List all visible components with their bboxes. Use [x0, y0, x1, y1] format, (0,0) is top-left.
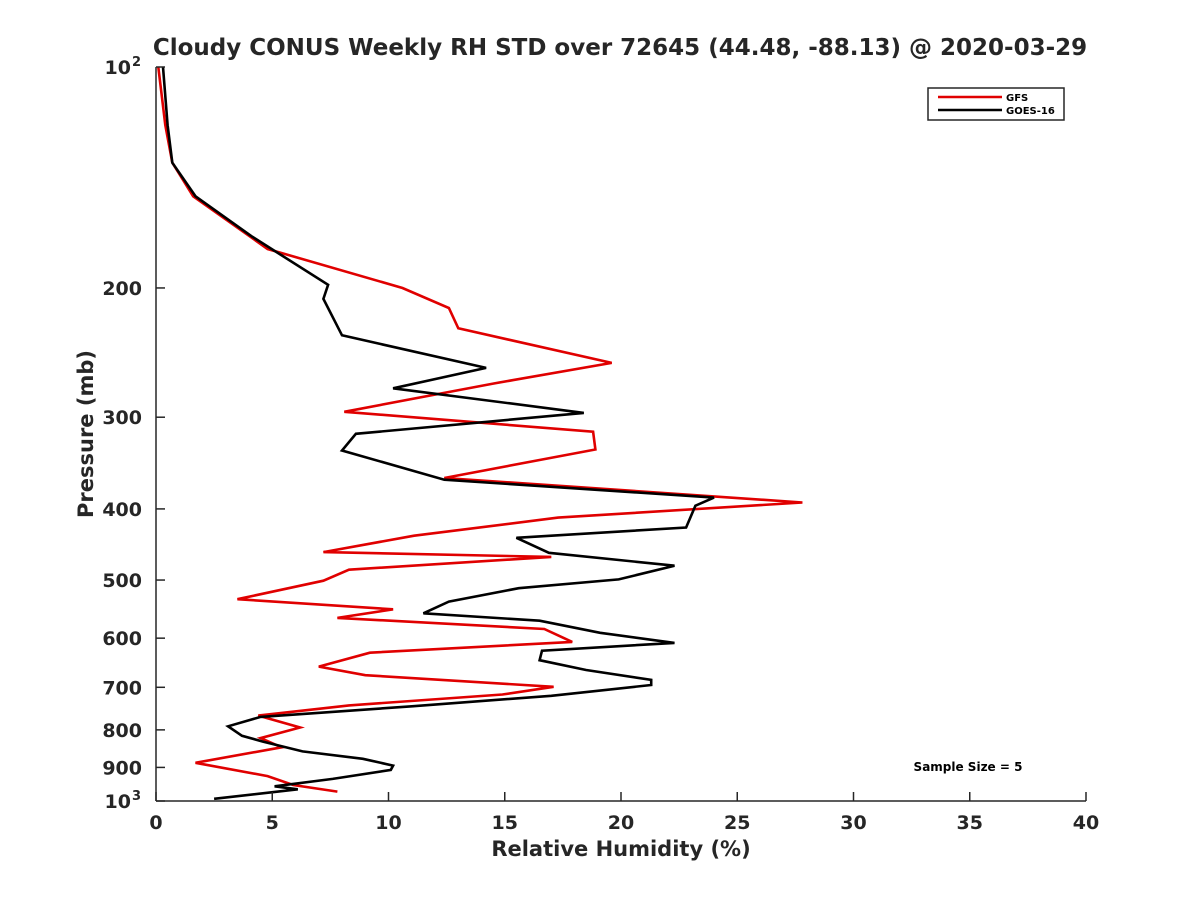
- y-tick-label: 700: [102, 677, 142, 699]
- y-tick-label: 300: [102, 407, 142, 429]
- y-axis-label: Pressure (mb): [74, 350, 98, 518]
- x-tick-label: 15: [492, 812, 518, 834]
- y-tick-label: 400: [102, 499, 142, 521]
- y-tick-label: 10: [105, 791, 131, 813]
- axes-background: [156, 67, 1086, 801]
- x-tick-label: 40: [1073, 812, 1099, 834]
- series-line-gfs: [157, 66, 803, 793]
- x-tick-label: 10: [375, 812, 401, 834]
- x-ticks: 0 5 10 15 20 25 30 35 40: [149, 792, 1099, 834]
- x-tick-label: 0: [149, 812, 162, 834]
- x-tick-label: 30: [840, 812, 866, 834]
- y-tick-label: 10: [105, 57, 131, 79]
- y-tick-label: 800: [102, 720, 142, 742]
- sample-size-annotation: Sample Size = 5: [914, 760, 1023, 774]
- y-tick-label: 900: [102, 757, 142, 779]
- plot-area: 0 5 10 15 20 25 30 35 40 10 220030040050060070080…: [102, 55, 1099, 834]
- y-tick-label-exponent: 3: [132, 789, 141, 804]
- x-tick-label: 5: [266, 812, 279, 834]
- legend-label-gfs: GFS: [1006, 93, 1028, 104]
- series-line-goes16: [161, 66, 715, 801]
- x-tick-label: 20: [608, 812, 634, 834]
- y-tick-label-exponent: 2: [132, 55, 141, 70]
- y-tick-label: 500: [102, 570, 142, 592]
- legend: GFS GOES-16: [927, 87, 1065, 121]
- legend-label-goes16: GOES-16: [1006, 106, 1055, 117]
- series-group: [157, 66, 803, 801]
- x-axis-label: Relative Humidity (%): [491, 837, 750, 861]
- y-tick-label: 200: [102, 278, 142, 300]
- chart-title: Cloudy CONUS Weekly RH STD over 72645 (4…: [153, 35, 1087, 61]
- x-tick-label: 35: [957, 812, 983, 834]
- legend-box: [927, 87, 1065, 121]
- x-tick-label: 25: [724, 812, 750, 834]
- y-tick-label: 600: [102, 628, 142, 650]
